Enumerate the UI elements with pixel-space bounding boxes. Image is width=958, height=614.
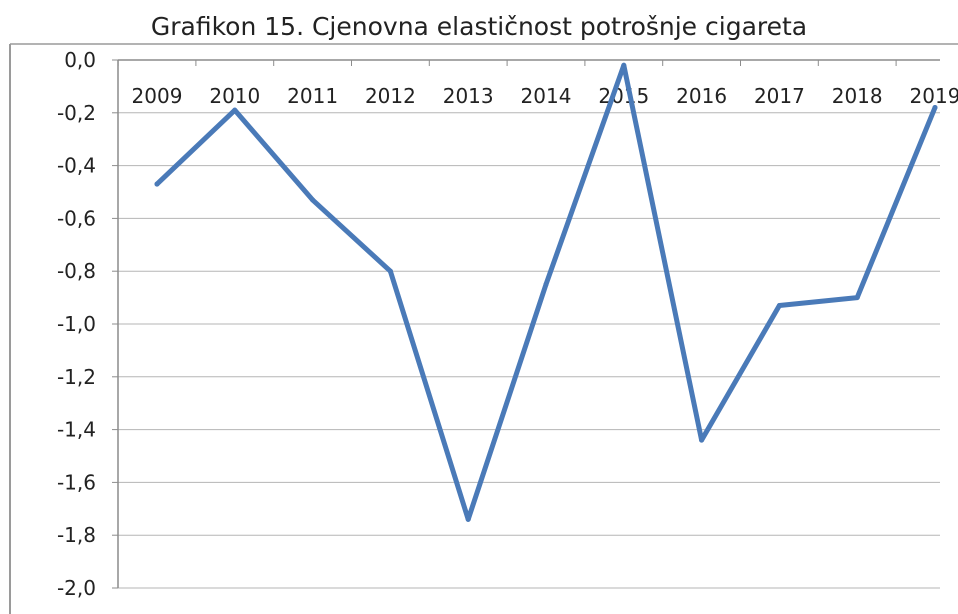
data-point — [854, 295, 860, 301]
y-tick-label: -0,2 — [57, 101, 96, 125]
x-tick-label: 2018 — [832, 84, 883, 108]
x-tick-label: 2019 — [910, 84, 958, 108]
x-tick-label: 2014 — [521, 84, 572, 108]
y-tick-label: 0,0 — [64, 48, 96, 72]
data-point — [232, 107, 238, 113]
data-point — [699, 437, 705, 443]
data-point — [387, 268, 393, 274]
x-tick-label: 2013 — [443, 84, 494, 108]
data-point — [621, 62, 627, 68]
y-tick-label: -0,8 — [57, 259, 96, 283]
data-point — [543, 281, 549, 287]
chart-title: Grafikon 15. Cjenovna elastičnost potroš… — [150, 12, 808, 41]
x-tick-label: 2012 — [365, 84, 416, 108]
series-line — [154, 62, 938, 522]
y-tick-label: -2,0 — [57, 576, 96, 600]
data-point — [465, 516, 471, 522]
x-tick-label: 2015 — [598, 84, 649, 108]
x-tick-label: 2016 — [676, 84, 727, 108]
y-tick-label: -1,0 — [57, 312, 96, 336]
y-tick-label: -1,4 — [57, 418, 96, 442]
x-tick-label: 2009 — [132, 84, 183, 108]
data-point — [932, 105, 938, 111]
y-tick-label: -0,6 — [57, 206, 96, 230]
x-tick-label: 2017 — [754, 84, 805, 108]
data-point — [154, 181, 160, 187]
y-tick-label: -0,4 — [57, 154, 96, 178]
data-point — [310, 197, 316, 203]
data-point — [776, 303, 782, 309]
x-tick-label: 2011 — [287, 84, 338, 108]
y-tick-label: -1,2 — [57, 365, 96, 389]
x-tick-label: 2010 — [209, 84, 260, 108]
y-tick-label: -1,8 — [57, 523, 96, 547]
y-tick-label: -1,6 — [57, 470, 96, 494]
